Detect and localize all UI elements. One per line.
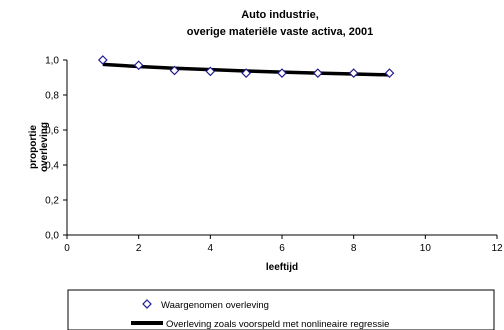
observed-survival-point [205,66,216,77]
x-tick-label: 2 [136,243,142,254]
y-tick-label: 0,2 [45,196,59,207]
y-axis-label-line-2: overleving [39,122,50,172]
x-tick-label: 6 [279,243,285,254]
legend-label-observed: Waargenomen overleving [161,300,269,311]
x-tick-label: 10 [420,243,432,254]
legend: Waargenomen overleving Overleving zoals … [67,289,495,330]
observed-survival-point [241,68,252,78]
legend-diamond-icon [142,299,152,309]
observed-survival-point [277,68,287,78]
y-tick-label: 0,0 [45,231,59,242]
x-tick-label: 0 [64,243,70,254]
observed-survival-point [169,65,180,76]
x-tick-label: 12 [491,243,503,254]
chart-title-line-2: overige materiële vaste activa, 2001 [187,26,374,38]
chart-title-line-1: Auto industrie, [241,9,319,21]
y-tick-label: 0,8 [45,91,59,102]
observed-survival-point [97,55,108,65]
observed-survival-point [133,60,144,71]
plot-area: 0,0 0,2 0,4 0,6 0,8 1,0 0 2 4 6 8 10 12 [45,55,503,254]
y-tick-label: 0,4 [45,161,59,172]
observed-survival-point [312,68,323,78]
y-tick-label: 0,6 [45,126,59,137]
x-axis-label: leeftijd [266,262,298,273]
x-tick-label: 4 [208,243,214,254]
y-tick-label: 1,0 [45,56,59,67]
legend-label-predicted: Overleving zoals voorspeld met nonlineai… [166,319,389,330]
observed-survival-point [348,68,359,78]
y-axis-label-line-1: proportie [28,125,39,169]
x-tick-label: 8 [351,243,357,254]
observed-survival-point [384,68,395,78]
